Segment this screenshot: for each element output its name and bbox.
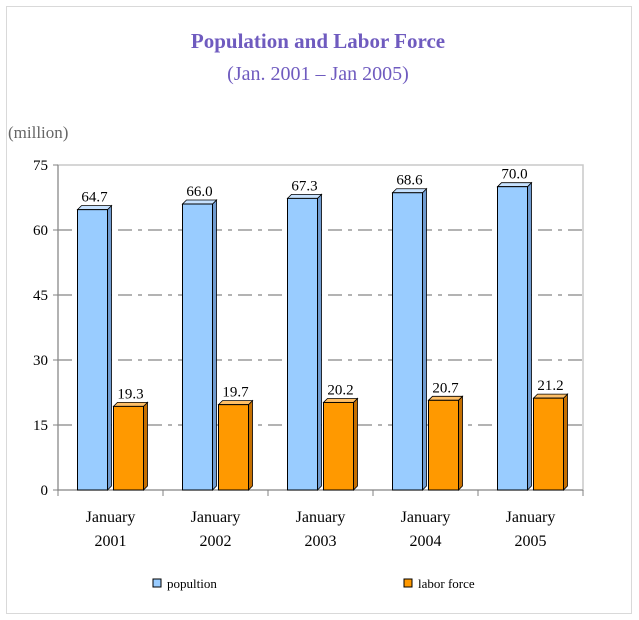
plot-area: 0 15 30 45 60 75 64.7 19.3 January 2001 66.0 19.7 Ja… (33, 158, 584, 550)
data-label: 66.0 (186, 184, 212, 200)
bar-top (112, 401, 149, 407)
x-tick-label: 2003 (305, 533, 337, 550)
y-tick-label: 60 (33, 223, 48, 239)
x-tick-label: January (506, 509, 556, 526)
x-tick-label: January (401, 509, 451, 526)
bar-population (182, 203, 213, 491)
bar-labor-force (533, 397, 564, 491)
legend-label: popultion (167, 576, 217, 591)
x-tick-label: 2002 (200, 533, 232, 550)
bar-side (317, 193, 322, 491)
data-label: 19.3 (117, 386, 143, 402)
x-tick-label: 2004 (410, 533, 442, 550)
bar-side (143, 401, 148, 491)
legend-swatch (403, 578, 413, 588)
bar-top (76, 205, 113, 211)
y-tick-label: 0 (41, 483, 49, 499)
bar-side (422, 187, 427, 491)
bar-top (286, 193, 323, 199)
x-tick-label: January (296, 509, 346, 526)
bar-side (248, 399, 253, 491)
bar-population (287, 197, 318, 491)
bar-side (107, 204, 112, 491)
bar-top (181, 199, 218, 205)
y-tick-label: 30 (33, 353, 48, 369)
bar-side (458, 395, 463, 491)
chart-subtitle: (Jan. 2001 – Jan 2005) (227, 63, 409, 85)
bar-labor-force (218, 404, 249, 491)
bar-labor-force (428, 399, 459, 491)
data-label: 20.2 (327, 382, 353, 398)
data-label: 64.7 (81, 190, 108, 206)
y-tick-label: 15 (33, 418, 48, 434)
data-label: 68.6 (396, 173, 423, 189)
y-axis-label: (million) (8, 123, 68, 142)
bar-labor-force (323, 401, 354, 491)
x-tick-label: 2001 (95, 533, 127, 550)
data-label: 70.0 (501, 167, 527, 183)
bar-side (353, 397, 358, 491)
x-tick-label: January (191, 509, 241, 526)
legend: popultion labor force (152, 576, 475, 591)
data-label: 21.2 (537, 378, 563, 394)
bar-top (532, 393, 569, 399)
y-tick-label: 45 (33, 288, 48, 304)
bar-population (77, 209, 108, 491)
bar-side (212, 199, 217, 491)
bar-population (497, 186, 528, 491)
y-tick-label: 75 (33, 158, 48, 174)
bar-top (391, 188, 428, 194)
x-tick-label: January (86, 509, 136, 526)
bar-top (496, 182, 533, 188)
bar-side (563, 393, 568, 491)
data-label: 19.7 (222, 385, 249, 401)
bar-top (427, 395, 464, 401)
data-label: 20.7 (432, 380, 459, 396)
bar-population (392, 192, 423, 491)
legend-label: labor force (418, 576, 475, 591)
bar-top (322, 398, 359, 403)
bar-side (527, 181, 532, 491)
data-label: 67.3 (291, 178, 317, 194)
chart-title: Population and Labor Force (191, 29, 445, 53)
bar-top (217, 400, 254, 406)
x-tick-label: 2005 (515, 533, 547, 550)
legend-swatch (152, 578, 162, 588)
bar-labor-force (113, 405, 144, 491)
